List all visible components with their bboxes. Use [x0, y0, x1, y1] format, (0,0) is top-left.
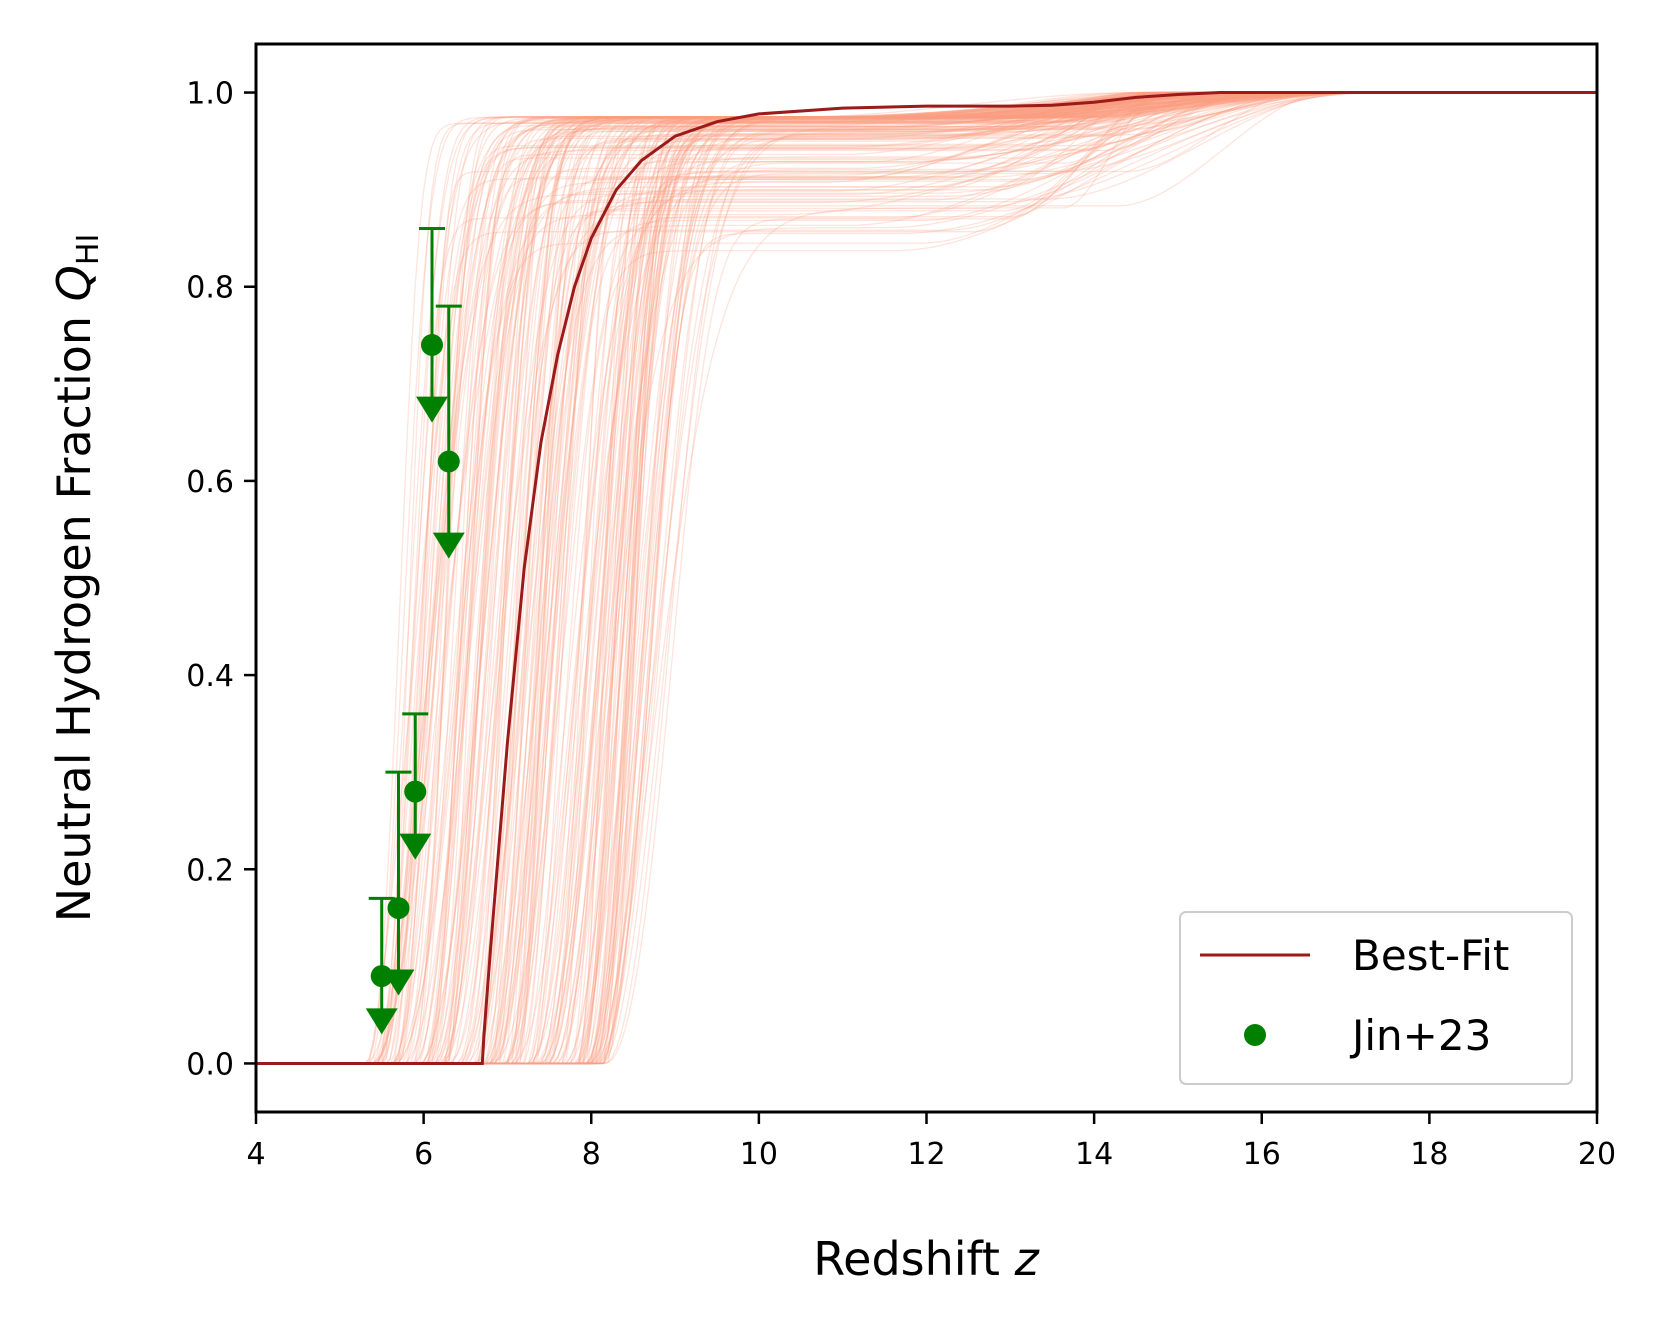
y-axis-label-subscript: HI: [71, 234, 106, 265]
legend-jin23-label: Jin+23: [1349, 1011, 1491, 1060]
x-axis-ticks: 4 6 8 10 12 14 16 18 20: [246, 1112, 1616, 1172]
upper-limit-arrow: [382, 969, 415, 996]
x-tick-label: 18: [1410, 1137, 1448, 1172]
x-axis-label: Redshift z: [813, 1232, 1039, 1286]
x-tick-label: 4: [246, 1137, 265, 1172]
upper-limit-arrow: [416, 396, 449, 423]
jin23-point: [399, 712, 432, 860]
jin23-point: [416, 226, 449, 423]
x-tick-label: 16: [1243, 1137, 1281, 1172]
upper-limit-arrow: [365, 1008, 398, 1035]
y-axis-label-variable: Q: [47, 265, 101, 301]
jin23-point: [382, 770, 415, 996]
x-axis-label-variable: z: [1014, 1232, 1040, 1286]
x-tick-label: 6: [414, 1137, 433, 1172]
x-tick-label: 8: [582, 1137, 601, 1172]
jin23-marker: [387, 897, 410, 920]
y-tick-label: 0.0: [186, 1047, 234, 1082]
legend-jin23-swatch: [1244, 1024, 1266, 1046]
y-axis-ticks: 0.0 0.2 0.4 0.6 0.8 1.0: [186, 77, 256, 1082]
legend-best-fit-label: Best-Fit: [1352, 931, 1509, 980]
upper-limit-arrow: [432, 532, 465, 559]
x-tick-label: 10: [740, 1137, 778, 1172]
y-tick-label: 0.2: [186, 853, 234, 888]
y-tick-label: 0.6: [186, 465, 234, 500]
y-axis-label-text: Neutral Hydrogen Fraction: [47, 316, 101, 922]
plot-area: [256, 91, 1597, 1065]
x-tick-label: 14: [1075, 1137, 1113, 1172]
jin23-marker: [437, 450, 460, 473]
y-tick-label: 0.8: [186, 271, 234, 306]
x-tick-label: 20: [1578, 1137, 1616, 1172]
jin23-marker: [404, 780, 427, 803]
y-tick-label: 0.4: [186, 659, 234, 694]
y-axis-label: Neutral Hydrogen Fraction QHI: [47, 234, 106, 923]
x-tick-label: 12: [907, 1137, 945, 1172]
x-axis-label-text: Redshift: [813, 1232, 1000, 1286]
jin23-point: [432, 304, 465, 559]
y-tick-label: 1.0: [186, 77, 234, 112]
upper-limit-arrow: [399, 833, 432, 860]
jin23-marker: [421, 333, 444, 356]
legend: Best-Fit Jin+23: [1179, 911, 1573, 1085]
best-fit-line: [256, 91, 1597, 1065]
jin23-upper-limits: [365, 226, 465, 1035]
